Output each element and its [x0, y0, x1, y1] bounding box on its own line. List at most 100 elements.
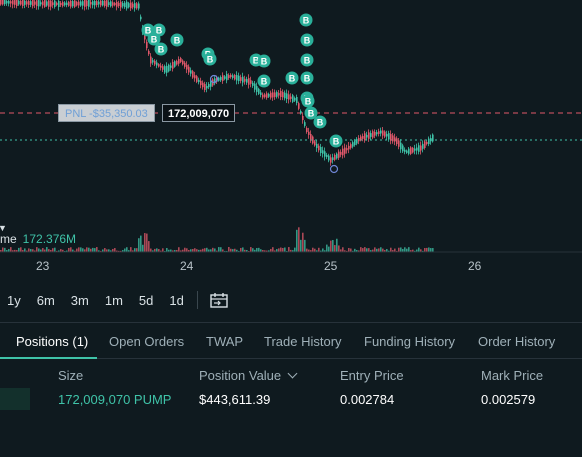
- volume-bar: [258, 247, 260, 252]
- candle-body: [330, 157, 332, 163]
- timeframe-5d[interactable]: 5d: [138, 292, 154, 308]
- timeframe-1d[interactable]: 1d: [169, 292, 184, 308]
- candle-body: [194, 75, 196, 79]
- active-tab-indicator: [0, 357, 97, 359]
- price-chart[interactable]: BBBBBBBBBBBBBBBBBBBB PNL -$35,350.03 172…: [0, 0, 582, 282]
- candle-body: [424, 141, 426, 149]
- volume-bar: [402, 248, 404, 252]
- volume-bar: [48, 249, 50, 252]
- chart-canvas[interactable]: BBBBBBBBBBBBBBBBBBBB: [0, 0, 582, 282]
- candle-body: [214, 78, 216, 84]
- volume-bar: [306, 248, 308, 252]
- candle-body: [310, 134, 312, 140]
- tab-trade-history[interactable]: Trade History: [264, 334, 342, 349]
- column-header-entry-price[interactable]: Entry Price: [340, 368, 404, 383]
- candle-body: [390, 134, 392, 141]
- volume-bar: [152, 250, 154, 252]
- candle-body: [338, 151, 340, 158]
- volume-bar: [150, 248, 152, 252]
- volume-bar: [304, 239, 306, 252]
- volume-bar: [174, 250, 176, 252]
- buy-marker-badge: [257, 74, 271, 88]
- candle-body: [16, 0, 18, 6]
- timeframe-3m[interactable]: 3m: [70, 292, 89, 308]
- candle-body: [288, 94, 290, 100]
- volume-bar: [368, 248, 370, 252]
- candle-body: [130, 2, 132, 9]
- candle-body: [14, 0, 16, 5]
- volume-bar: [248, 250, 250, 252]
- trade-markers-layer: BBBBBBBBBBBBBBBBBBBB: [141, 13, 343, 174]
- volume-bar: [278, 248, 280, 252]
- candle-body: [370, 133, 372, 137]
- timeframe-6m[interactable]: 6m: [36, 292, 55, 308]
- candle-body: [388, 133, 390, 140]
- date-range-icon[interactable]: [210, 292, 228, 308]
- x-tick-label: 25: [324, 259, 338, 273]
- candle-body: [334, 154, 336, 160]
- buy-marker-letter: B: [317, 118, 324, 128]
- volume-bar: [250, 247, 252, 252]
- volume-bar: [412, 249, 414, 252]
- candle-body: [304, 122, 306, 126]
- volume-bar: [84, 249, 86, 252]
- volume-bar: [396, 250, 398, 252]
- candle-body: [298, 103, 300, 109]
- volume-bar: [188, 249, 190, 252]
- volume-bar: [320, 250, 322, 252]
- candle-body: [12, 0, 14, 5]
- candle-body: [86, 0, 88, 7]
- volume-bar: [102, 249, 104, 252]
- candle-body: [44, 0, 46, 7]
- candle-body: [84, 0, 86, 7]
- volume-bar: [302, 232, 304, 252]
- volume-bar: [242, 247, 244, 252]
- tab-open-orders[interactable]: Open Orders: [109, 334, 185, 349]
- volume-bar: [276, 249, 278, 252]
- volume-bar: [354, 248, 356, 252]
- volume-bar: [216, 250, 218, 252]
- buy-marker: B: [285, 71, 299, 85]
- volume-bar: [240, 247, 242, 252]
- candle-body: [356, 138, 358, 144]
- volume-bar: [192, 249, 194, 252]
- volume-bar: [120, 250, 122, 252]
- buy-marker: B: [203, 52, 217, 66]
- candle-body: [378, 131, 380, 134]
- volume-bar: [356, 250, 358, 252]
- tab-positions[interactable]: Positions (1): [16, 334, 89, 349]
- candle-body: [430, 138, 432, 142]
- tab-order-history[interactable]: Order History: [478, 334, 556, 349]
- volume-legend-title: me: [0, 232, 17, 246]
- volume-bar: [38, 248, 40, 252]
- candle-body: [274, 92, 276, 97]
- timeframe-1m[interactable]: 1m: [104, 292, 123, 308]
- column-header-size[interactable]: Size: [58, 368, 84, 383]
- volume-bar: [118, 250, 120, 252]
- volume-bar: [114, 248, 116, 252]
- tab-twap[interactable]: TWAP: [206, 334, 244, 349]
- timeframe-1y[interactable]: 1y: [7, 292, 21, 308]
- tab-funding-history[interactable]: Funding History: [364, 334, 456, 349]
- column-header-position-value[interactable]: Position Value: [199, 368, 298, 383]
- volume-bar: [164, 250, 166, 252]
- candle-body: [264, 94, 266, 98]
- volume-bar: [56, 250, 58, 252]
- collapse-triangle-icon[interactable]: ▼: [0, 223, 7, 233]
- volume-bar: [308, 249, 310, 252]
- volume-bar: [196, 249, 198, 252]
- volume-bar: [386, 249, 388, 252]
- candle-body: [408, 148, 410, 154]
- column-header-mark-price[interactable]: Mark Price: [481, 368, 544, 383]
- candle-body: [192, 71, 194, 78]
- candle-body: [258, 88, 260, 94]
- volume-bar: [256, 248, 258, 252]
- buy-marker: B: [301, 94, 315, 108]
- volume-bar: [422, 250, 424, 252]
- volume-bar: [218, 247, 220, 252]
- candle-body: [112, 2, 114, 6]
- volume-bar: [128, 250, 130, 252]
- candle-body: [398, 140, 400, 147]
- candle-body: [92, 1, 94, 6]
- candle-body: [428, 138, 430, 145]
